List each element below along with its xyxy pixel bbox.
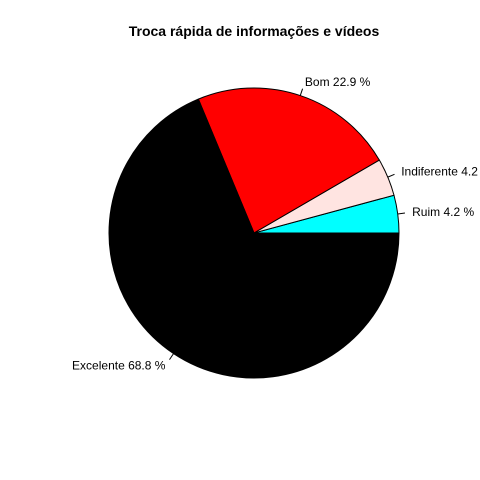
pie-slice-excelente bbox=[108, 98, 400, 379]
pie-label-tick-indiferente bbox=[387, 173, 395, 178]
pie-label-tick-bom bbox=[299, 88, 304, 96]
pie-label-tick-excelente bbox=[169, 353, 174, 360]
pie-label-excelente: Excelente 68.8 % bbox=[72, 359, 166, 373]
pie-label-tick-ruim bbox=[397, 212, 405, 215]
pie-label-bom: Bom 22.9 % bbox=[305, 75, 371, 89]
pie-label-ruim: Ruim 4.2 % bbox=[412, 205, 474, 219]
chart-title: Troca rápida de informações e vídeos bbox=[129, 23, 380, 39]
pie-slices bbox=[108, 87, 400, 379]
pie-label-indiferente: Indiferente 4.2 bbox=[401, 165, 478, 179]
pie-labels: Ruim 4.2 % Indiferente 4.2 Bom 22.9 % Excel… bbox=[72, 75, 478, 373]
pie-slice-bom bbox=[197, 87, 380, 234]
